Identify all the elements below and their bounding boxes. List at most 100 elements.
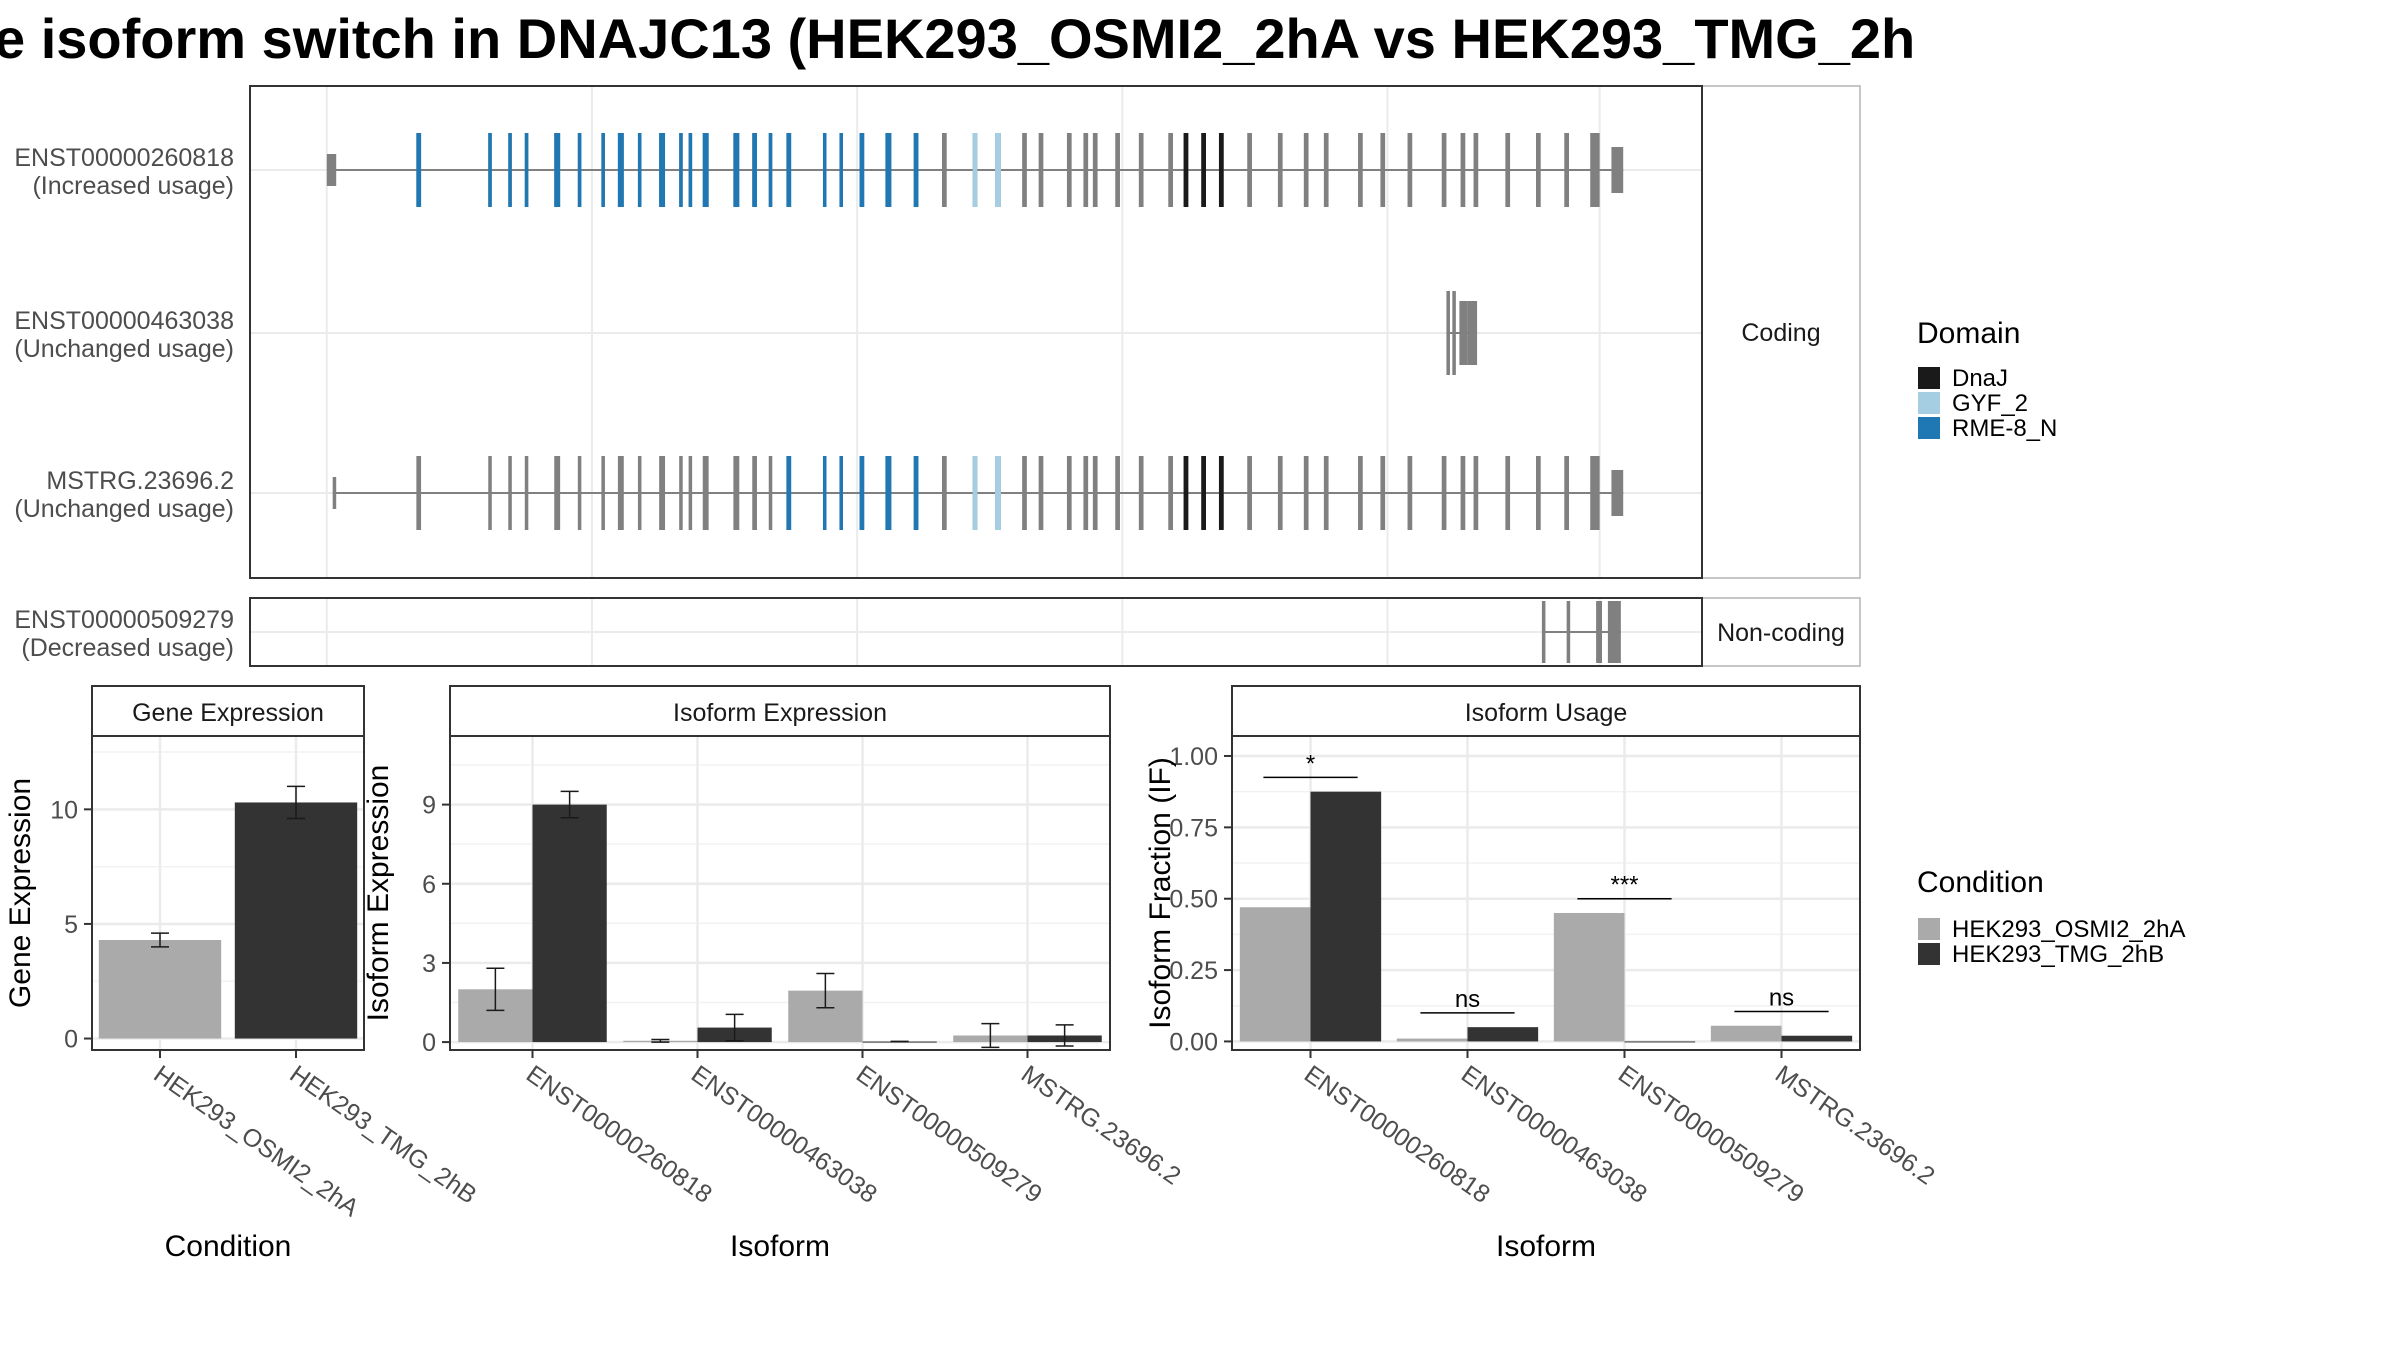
- y-tick-label: 6: [422, 871, 436, 899]
- domain-rme-8-n-block: [617, 133, 624, 207]
- domain-rme-8-n-block: [416, 133, 422, 207]
- domain-legend-label: RME-8_N: [1952, 415, 2057, 442]
- domain-legend-label: GYF_2: [1952, 390, 2028, 417]
- panel-strip: [91, 685, 365, 737]
- exon-block: [768, 456, 773, 530]
- exon-block: [942, 456, 947, 530]
- y-tick-label: 0: [422, 1029, 436, 1057]
- exon-block: [1452, 291, 1456, 375]
- bar: [234, 802, 358, 1039]
- y-tick-label: 0.25: [1169, 957, 1218, 985]
- y-tick-label: 0: [64, 1026, 78, 1054]
- bar: [1624, 1041, 1696, 1043]
- domain-rme-8-n-block: [859, 456, 865, 530]
- bar: [1310, 791, 1382, 1042]
- exon-block: [1358, 456, 1363, 530]
- exon-block: [1303, 133, 1309, 207]
- significance-label: ns: [1769, 984, 1794, 1011]
- bar: [98, 939, 222, 1039]
- panel-strip: [1231, 685, 1861, 737]
- domain-rme-8-n-block: [768, 133, 773, 207]
- exon-block: [1536, 456, 1541, 530]
- domain-rme-8-n-block: [488, 133, 492, 207]
- domain-rme-8-n-block: [524, 133, 529, 207]
- bar: [1781, 1035, 1853, 1042]
- y-tick-label: 5: [64, 911, 78, 939]
- exon-block: [332, 477, 337, 509]
- y-axis-title: Gene Expression: [4, 778, 37, 1008]
- exon-block: [688, 456, 693, 530]
- isoform-usage-label: (Unchanged usage): [14, 335, 234, 363]
- facet-strip: [1701, 597, 1861, 667]
- exon-block: [1277, 456, 1283, 530]
- condition-legend-label: HEK293_OSMI2_2hA: [1952, 916, 2185, 943]
- exon-block: [1611, 470, 1624, 516]
- exon-block: [554, 456, 561, 530]
- figure-title: e isoform switch in DNAJC13 (HEK293_OSMI…: [0, 7, 1915, 70]
- exon-block: [1441, 133, 1447, 207]
- exon-block: [1459, 301, 1468, 365]
- x-tick-label: MSTRG.23696.2: [1770, 1060, 1940, 1191]
- exon-block: [617, 456, 624, 530]
- exon-block: [1038, 133, 1044, 207]
- exon-block: [1541, 601, 1546, 663]
- exon-block: [1247, 456, 1252, 530]
- exon-block: [1083, 456, 1089, 530]
- isoform-id-label: ENST00000463038: [14, 307, 234, 335]
- isoform-structure-plot: Coding Non-coding ENST00000260818(Increase…: [14, 85, 1861, 667]
- exon-block: [1564, 133, 1569, 207]
- exon-block: [1138, 456, 1144, 530]
- exon-block: [942, 133, 947, 207]
- domain-dnaj-block: [1218, 456, 1224, 530]
- exon-block: [1611, 147, 1624, 193]
- y-axis-title: Isoform Expression: [362, 765, 395, 1022]
- exon-block: [1115, 133, 1120, 207]
- domain-rme-8-n-block: [733, 133, 740, 207]
- exon-block: [1407, 133, 1413, 207]
- y-axis-title: Isoform Fraction (IF): [1144, 757, 1177, 1029]
- exon-block: [1590, 133, 1600, 207]
- exon-block: [1277, 133, 1283, 207]
- exon-block: [1473, 456, 1479, 530]
- y-tick-label: 9: [422, 792, 436, 820]
- x-axis-title: Isoform: [1496, 1230, 1596, 1263]
- condition-legend-title: Condition: [1917, 866, 2044, 899]
- domain-rme-8-n-block: [679, 133, 683, 207]
- exon-block: [1460, 456, 1466, 530]
- exon-block: [679, 456, 683, 530]
- facet-strip: [1701, 85, 1861, 579]
- exon-block: [1564, 456, 1569, 530]
- domain-gyf-2-block: [972, 133, 978, 207]
- structure-panel-border: [249, 85, 1703, 579]
- exon-block: [1607, 601, 1621, 663]
- exon-block: [601, 456, 605, 530]
- y-tick-label: 10: [50, 796, 78, 824]
- exon-block: [1505, 133, 1511, 207]
- isoform-usage-label: (Unchanged usage): [14, 495, 234, 523]
- exon-block: [508, 456, 512, 530]
- exon-block: [1038, 456, 1044, 530]
- isoform-id-label: MSTRG.23696.2: [46, 467, 234, 495]
- domain-gyf-2-block: [972, 456, 978, 530]
- domain-rme-8-n-block: [577, 133, 582, 207]
- exon-block: [577, 456, 582, 530]
- domain-rme-8-n-block: [554, 133, 561, 207]
- x-axis-title: Condition: [165, 1230, 292, 1263]
- domain-rme-8-n-block: [822, 456, 827, 530]
- exon-block: [702, 456, 709, 530]
- panel-strip: [449, 685, 1111, 737]
- y-tick-label: 1.00: [1169, 743, 1218, 771]
- domain-gyf-2-block: [995, 456, 1001, 530]
- domain-legend-key: [1918, 367, 1940, 389]
- exon-block: [1066, 133, 1072, 207]
- y-tick-label: 0.75: [1169, 814, 1218, 842]
- exon-block: [733, 456, 740, 530]
- exon-block: [1596, 601, 1602, 663]
- exon-block: [1441, 456, 1447, 530]
- bar: [1467, 1027, 1539, 1042]
- domain-rme-8-n-block: [839, 133, 843, 207]
- exon-block: [1022, 133, 1027, 207]
- exon-block: [1066, 456, 1072, 530]
- facet-strip-label: Coding: [1741, 319, 1820, 347]
